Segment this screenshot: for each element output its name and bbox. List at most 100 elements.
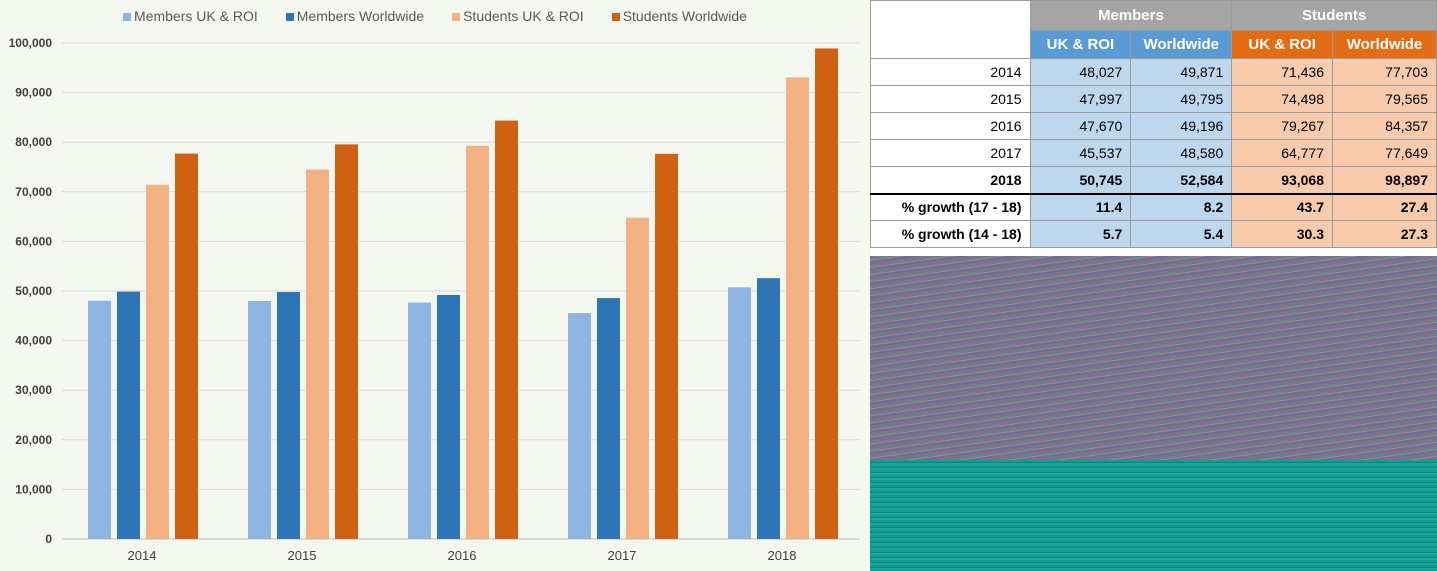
- table-cell: 52,584: [1130, 166, 1233, 194]
- group-header-members: Members: [1029, 0, 1233, 31]
- bar: [597, 298, 620, 539]
- legend-item: Members Worldwide: [285, 8, 425, 24]
- legend-label: Students UK & ROI: [463, 8, 584, 24]
- legend-swatch: [123, 13, 132, 21]
- table-cell: 49,795: [1130, 85, 1233, 113]
- table-cell: 27.4: [1332, 192, 1437, 221]
- x-tick-label: 2017: [608, 548, 637, 563]
- noise-image: [870, 256, 1437, 571]
- legend-swatch: [285, 13, 294, 21]
- col-header: UK & ROI: [1231, 30, 1334, 59]
- table-cell: 93,068: [1231, 166, 1334, 194]
- bar: [786, 77, 809, 539]
- x-tick-label: 2014: [128, 548, 157, 563]
- legend-label: Members UK & ROI: [134, 8, 258, 24]
- table-cell: 49,196: [1130, 112, 1233, 140]
- table-cell: 47,670: [1029, 112, 1132, 140]
- table-cell: 98,897: [1332, 166, 1437, 194]
- table-row: % growth (17 - 18) 11.4 8.2 43.7 27.4: [870, 192, 1437, 221]
- table-cell: 64,777: [1231, 139, 1334, 167]
- col-header: Worldwide: [1130, 30, 1233, 59]
- table-cell: 47,997: [1029, 85, 1132, 113]
- bar: [815, 48, 838, 539]
- table-cell: 5.4: [1130, 220, 1233, 248]
- y-tick-label: 90,000: [15, 86, 52, 100]
- col-header: Worldwide: [1332, 30, 1437, 59]
- bar: [626, 217, 649, 539]
- x-tick-label: 2016: [448, 548, 477, 563]
- col-header: UK & ROI: [1029, 30, 1132, 59]
- y-tick-label: 30,000: [15, 383, 52, 397]
- row-label: 2017: [870, 139, 1031, 167]
- table-cell: 5.7: [1029, 220, 1132, 248]
- row-label: 2015: [870, 85, 1031, 113]
- y-tick-label: 20,000: [15, 433, 52, 447]
- bar: [466, 145, 489, 539]
- table-cell: 30.3: [1231, 220, 1334, 248]
- table-row: 2017 45,537 48,580 64,777 77,649: [870, 139, 1437, 167]
- legend-item: Students UK & ROI: [452, 8, 584, 24]
- legend: Members UK & ROI Members Worldwide Stude…: [0, 8, 870, 24]
- bar: [408, 302, 431, 539]
- y-tick-label: 70,000: [15, 185, 52, 199]
- bar: [248, 300, 271, 539]
- legend-label: Members Worldwide: [296, 8, 425, 24]
- corner-cell: [870, 0, 1031, 59]
- row-label: 2016: [870, 112, 1031, 140]
- group-header-students: Students: [1231, 0, 1437, 31]
- data-table: Members Students UK & ROI Worldwide UK &…: [870, 0, 1437, 248]
- legend-item: Students Worldwide: [611, 8, 747, 24]
- plot-area: 0 10,000 20,000 30,000 40,000 50,000 60,000 70,…: [9, 36, 860, 563]
- table-cell: 77,649: [1332, 139, 1437, 167]
- legend-swatch: [611, 13, 620, 21]
- row-label: 2014: [870, 58, 1031, 86]
- bar: [437, 294, 460, 539]
- bar: [728, 287, 751, 539]
- bar: [306, 169, 329, 539]
- table-cell: 79,565: [1332, 85, 1437, 113]
- legend-label: Students Worldwide: [622, 8, 747, 24]
- x-tick-label: 2015: [288, 548, 317, 563]
- y-tick-label: 100,000: [9, 36, 53, 50]
- bar: [335, 144, 358, 539]
- bar: [495, 120, 518, 539]
- bar: [277, 292, 300, 539]
- row-label: % growth (17 - 18): [870, 192, 1031, 221]
- bar: [757, 278, 780, 539]
- table-cell: 84,357: [1332, 112, 1437, 140]
- bar: [117, 291, 140, 539]
- y-tick-label: 50,000: [15, 284, 52, 298]
- bar: [568, 313, 591, 539]
- table-cell: 8.2: [1130, 192, 1233, 221]
- table-cell: 43.7: [1231, 192, 1334, 221]
- bar: [175, 153, 198, 539]
- y-tick-label: 10,000: [15, 482, 52, 496]
- table-cell: 79,267: [1231, 112, 1334, 140]
- table-cell: 48,027: [1029, 58, 1132, 86]
- table-cell: 27.3: [1332, 220, 1437, 248]
- row-label: 2018: [870, 166, 1031, 194]
- table-cell: 71,436: [1231, 58, 1334, 86]
- y-tick-label: 0: [45, 532, 52, 546]
- table-row: 2014 48,027 49,871 71,436 77,703: [870, 58, 1437, 86]
- legend-swatch: [452, 13, 461, 21]
- table-cell: 50,745: [1029, 166, 1132, 194]
- table-cell: 74,498: [1231, 85, 1334, 113]
- bar: [88, 300, 111, 539]
- row-label: % growth (14 - 18): [870, 220, 1031, 248]
- table-cell: 45,537: [1029, 139, 1132, 167]
- table-cell: 48,580: [1130, 139, 1233, 167]
- y-tick-label: 80,000: [15, 135, 52, 149]
- table-cell: 77,703: [1332, 58, 1437, 86]
- table-row: 2016 47,670 49,196 79,267 84,357: [870, 112, 1437, 140]
- bar: [146, 184, 169, 540]
- table-cell: 11.4: [1029, 192, 1132, 221]
- table-row: % growth (14 - 18) 5.7 5.4 30.3 27.3: [870, 220, 1437, 248]
- table-row: 2018 50,745 52,584 93,068 98,897: [870, 166, 1437, 194]
- table-cell: 49,871: [1130, 58, 1233, 86]
- bar: [655, 153, 678, 539]
- legend-item: Members UK & ROI: [123, 8, 258, 24]
- x-tick-label: 2018: [768, 548, 797, 563]
- table-row: 2015 47,997 49,795 74,498 79,565: [870, 85, 1437, 113]
- y-tick-label: 60,000: [15, 234, 52, 248]
